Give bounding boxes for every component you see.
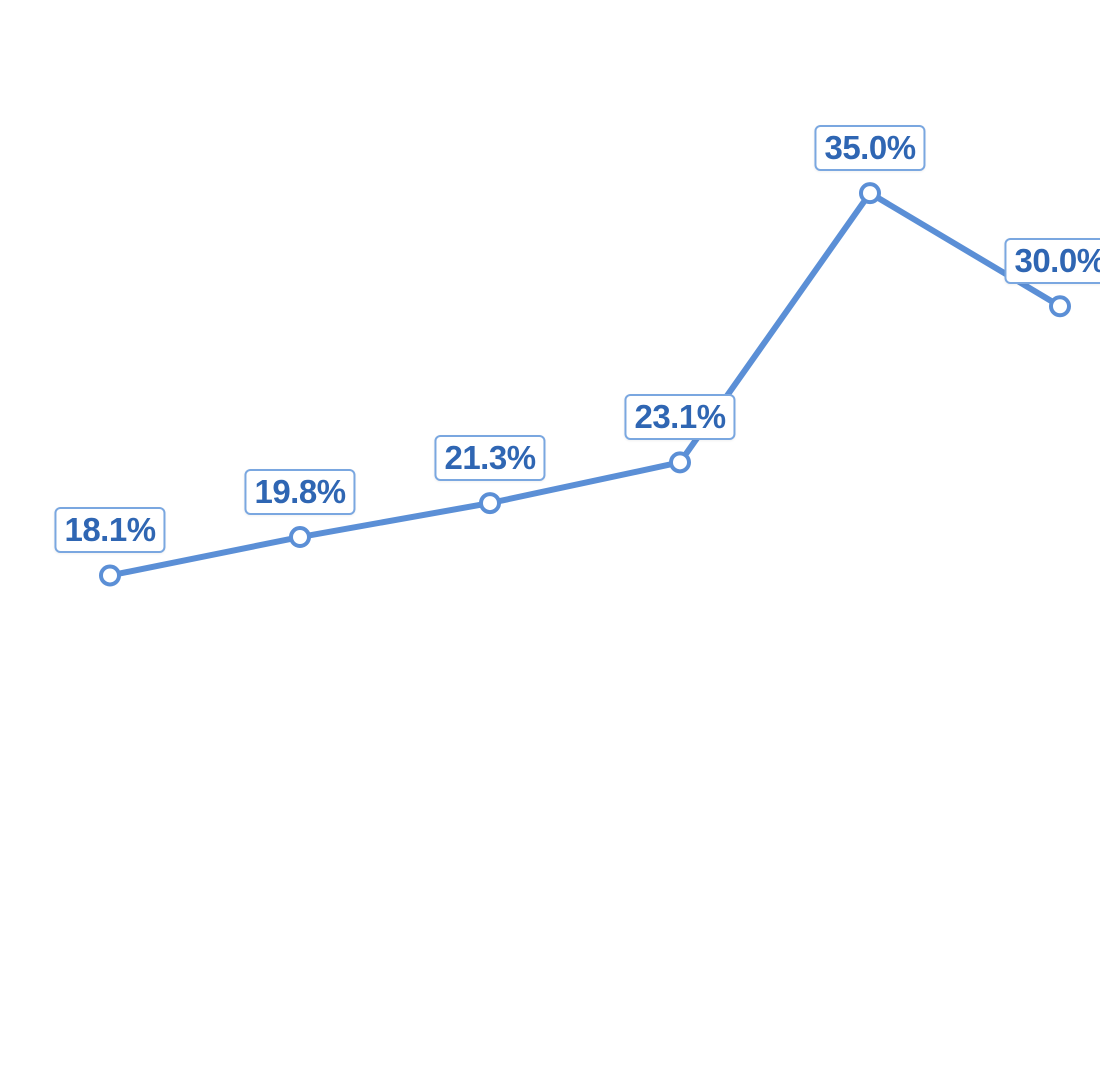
data-point bbox=[291, 528, 309, 546]
data-point bbox=[671, 453, 689, 471]
data-label: 30.0% bbox=[1004, 238, 1100, 284]
line-series bbox=[110, 193, 1060, 575]
data-label: 18.1% bbox=[54, 507, 165, 553]
data-point bbox=[481, 494, 499, 512]
data-label: 21.3% bbox=[434, 435, 545, 481]
line-chart: 18.1% 19.8% 21.3% 23.1% 35.0% 30.0% bbox=[0, 0, 1100, 1065]
data-label: 23.1% bbox=[624, 394, 735, 440]
data-point bbox=[1051, 297, 1069, 315]
data-label: 19.8% bbox=[244, 469, 355, 515]
data-point bbox=[861, 184, 879, 202]
data-label: 35.0% bbox=[814, 125, 925, 171]
data-point bbox=[101, 566, 119, 584]
